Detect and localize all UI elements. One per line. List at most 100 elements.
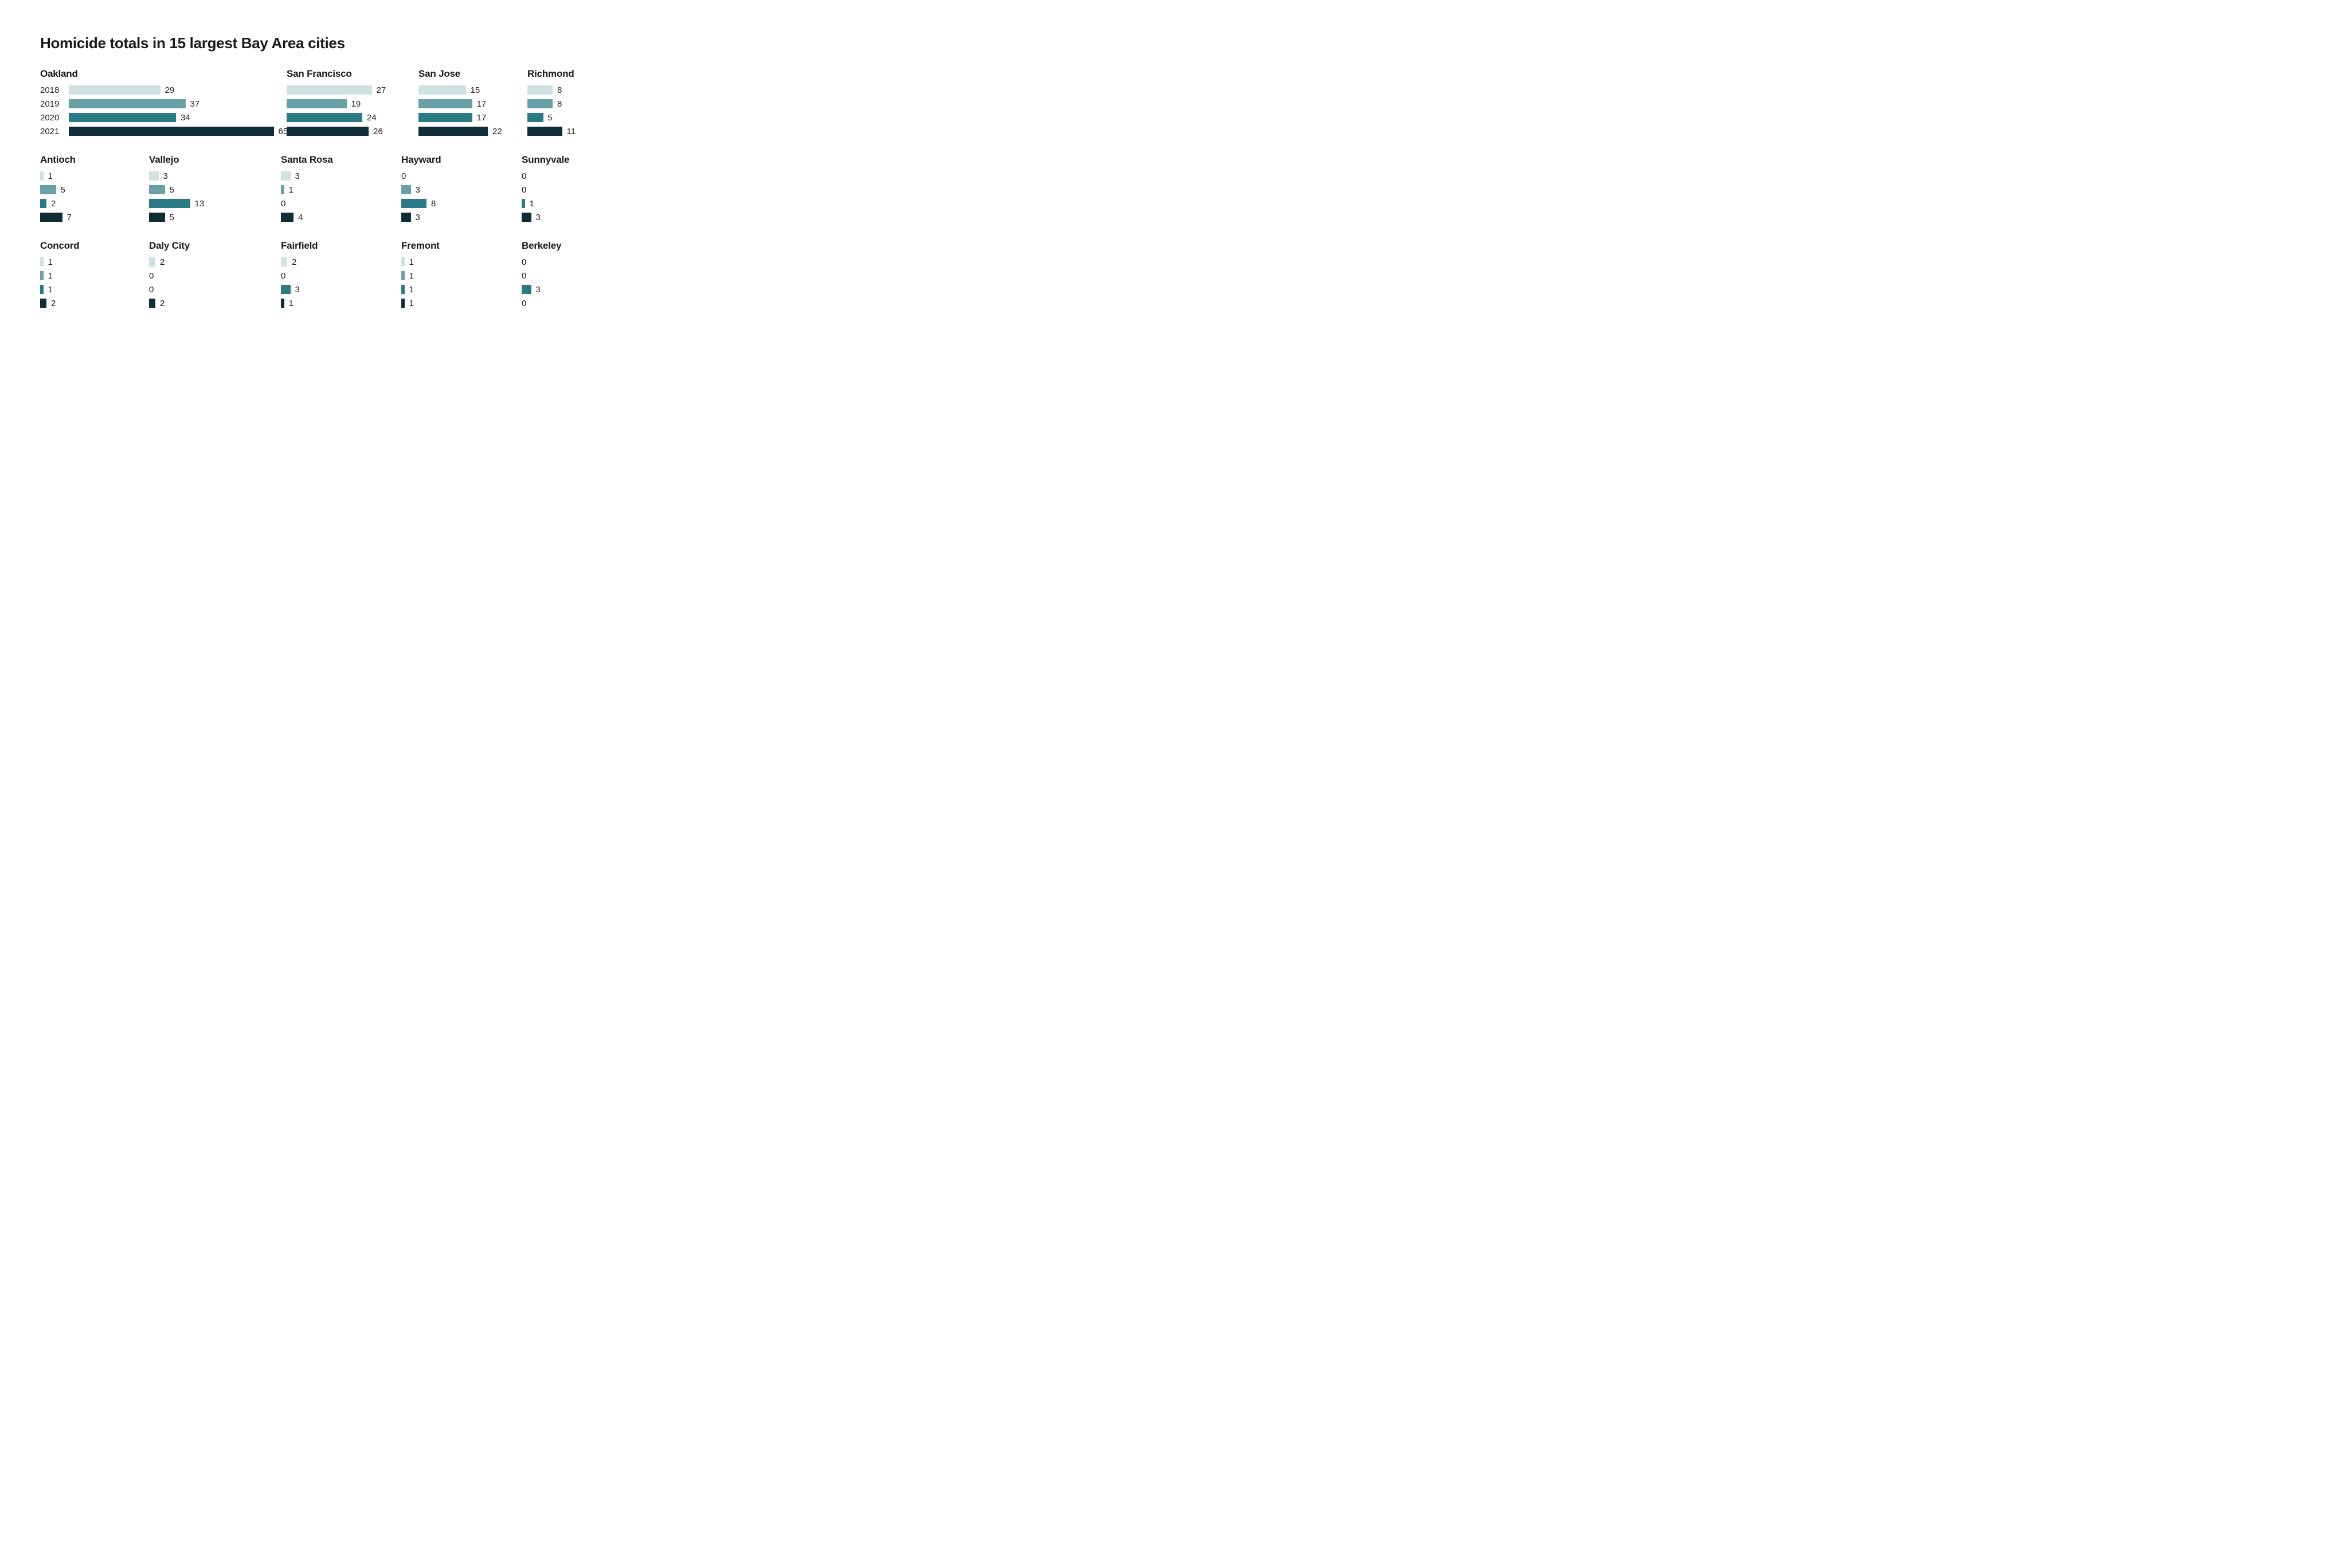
bar-row: 2 — [40, 198, 149, 209]
bar — [287, 113, 362, 122]
bar — [281, 185, 284, 194]
bars: 27192426 — [287, 84, 418, 137]
panel-title: Concord — [40, 240, 149, 252]
chart-panel: Hayward 0 3 8 3 — [401, 154, 522, 223]
bar — [522, 285, 531, 294]
bar-row: 3 — [401, 184, 522, 195]
bar-row: 1 — [281, 184, 401, 195]
bar-track: 19 — [287, 98, 361, 109]
value-label: 1 — [289, 185, 294, 195]
bar-track: 0 — [401, 170, 406, 182]
value-label: 19 — [351, 99, 361, 109]
bar-track: 37 — [69, 98, 199, 109]
bar-row: 0 — [149, 284, 281, 295]
value-label: 8 — [557, 99, 562, 109]
bar-track: 2 — [40, 297, 56, 309]
value-label: 8 — [557, 85, 562, 95]
bar — [149, 257, 155, 266]
bar-row: 1 — [401, 284, 522, 295]
bar-track: 5 — [527, 112, 553, 123]
bar — [40, 285, 44, 294]
value-label: 7 — [67, 213, 72, 222]
bar-track: 1 — [40, 256, 53, 268]
value-label: 1 — [409, 285, 414, 295]
bar-row: 1 — [40, 284, 149, 295]
value-label: 0 — [522, 271, 526, 281]
bar-track: 27 — [287, 84, 386, 96]
bar-track: 0 — [522, 184, 526, 195]
chart-panel: Daly City2002 — [149, 240, 281, 309]
value-label: 0 — [522, 171, 526, 181]
year-label: 2018 — [40, 85, 64, 95]
value-label: 17 — [477, 99, 487, 109]
bar-track: 0 — [281, 198, 285, 209]
value-label: 1 — [409, 257, 414, 267]
chart-panel: Oakland201829201937202034202165 — [40, 68, 287, 137]
bar — [418, 127, 488, 136]
year-label: 2020 — [40, 113, 64, 123]
bar-track: 2 — [281, 256, 296, 268]
bar-row: 3 — [522, 284, 613, 295]
bar-track: 7 — [40, 211, 72, 223]
bars: 0013 — [522, 170, 613, 223]
bar — [527, 113, 543, 122]
bar-row: 5 — [149, 184, 281, 195]
bar-row: 2018 29 — [40, 84, 287, 96]
value-label: 0 — [281, 271, 285, 281]
panel-title: Antioch — [40, 154, 149, 166]
chart-panel: Fremont1111 — [401, 240, 522, 309]
bar-track: 65 — [69, 126, 288, 137]
value-label: 13 — [195, 199, 205, 209]
bar — [281, 171, 291, 181]
bar-track: 3 — [522, 284, 541, 295]
value-label: 3 — [416, 213, 420, 222]
bar-row: 27 — [287, 84, 418, 96]
bar — [69, 113, 176, 122]
bar-row: 2 — [281, 256, 401, 268]
bar-track: 34 — [69, 112, 190, 123]
chart-row: Antioch1527Vallejo35135Santa Rosa3104Hay… — [40, 154, 694, 223]
bar — [281, 257, 287, 266]
bar-row: 5 — [149, 211, 281, 223]
panel-title: Vallejo — [149, 154, 281, 166]
bar — [40, 257, 44, 266]
bar-track: 1 — [281, 297, 294, 309]
bar-track: 1 — [401, 284, 414, 295]
bars: 1111 — [401, 256, 522, 309]
bar-track: 1 — [281, 184, 294, 195]
bar — [69, 99, 186, 108]
bar-track: 4 — [281, 211, 303, 223]
bar-track: 0 — [149, 270, 154, 281]
value-label: 0 — [281, 199, 285, 209]
bar — [401, 299, 405, 308]
bar-track: 0 — [149, 284, 154, 295]
bar — [69, 85, 161, 95]
bar-track: 2 — [149, 256, 165, 268]
bar — [69, 127, 274, 136]
bar-row: 3 — [401, 211, 522, 223]
panel-title: Hayward — [401, 154, 522, 166]
bar-track: 17 — [418, 98, 486, 109]
bar-track: 0 — [522, 170, 526, 182]
bar-track: 5 — [40, 184, 65, 195]
bar-row: 201937 — [40, 98, 287, 109]
bar-row: 8 — [527, 84, 613, 96]
bars: 2002 — [149, 256, 281, 309]
value-label: 1 — [48, 271, 53, 281]
bar — [401, 199, 426, 208]
value-label: 2 — [160, 299, 165, 308]
value-label: 1 — [48, 171, 53, 181]
bar — [40, 271, 44, 280]
bar-track: 8 — [401, 198, 436, 209]
bar-row: 7 — [40, 211, 149, 223]
bar — [418, 99, 472, 108]
bars: 35135 — [149, 170, 281, 223]
value-label: 0 — [149, 285, 154, 295]
bar-row: 202165 — [40, 126, 287, 137]
value-label: 27 — [377, 85, 386, 95]
bar — [527, 127, 562, 136]
bar-row: 11 — [527, 126, 613, 137]
value-label: 29 — [165, 85, 175, 95]
bar-row: 8 — [527, 98, 613, 109]
panel-title: San Jose — [418, 68, 527, 80]
